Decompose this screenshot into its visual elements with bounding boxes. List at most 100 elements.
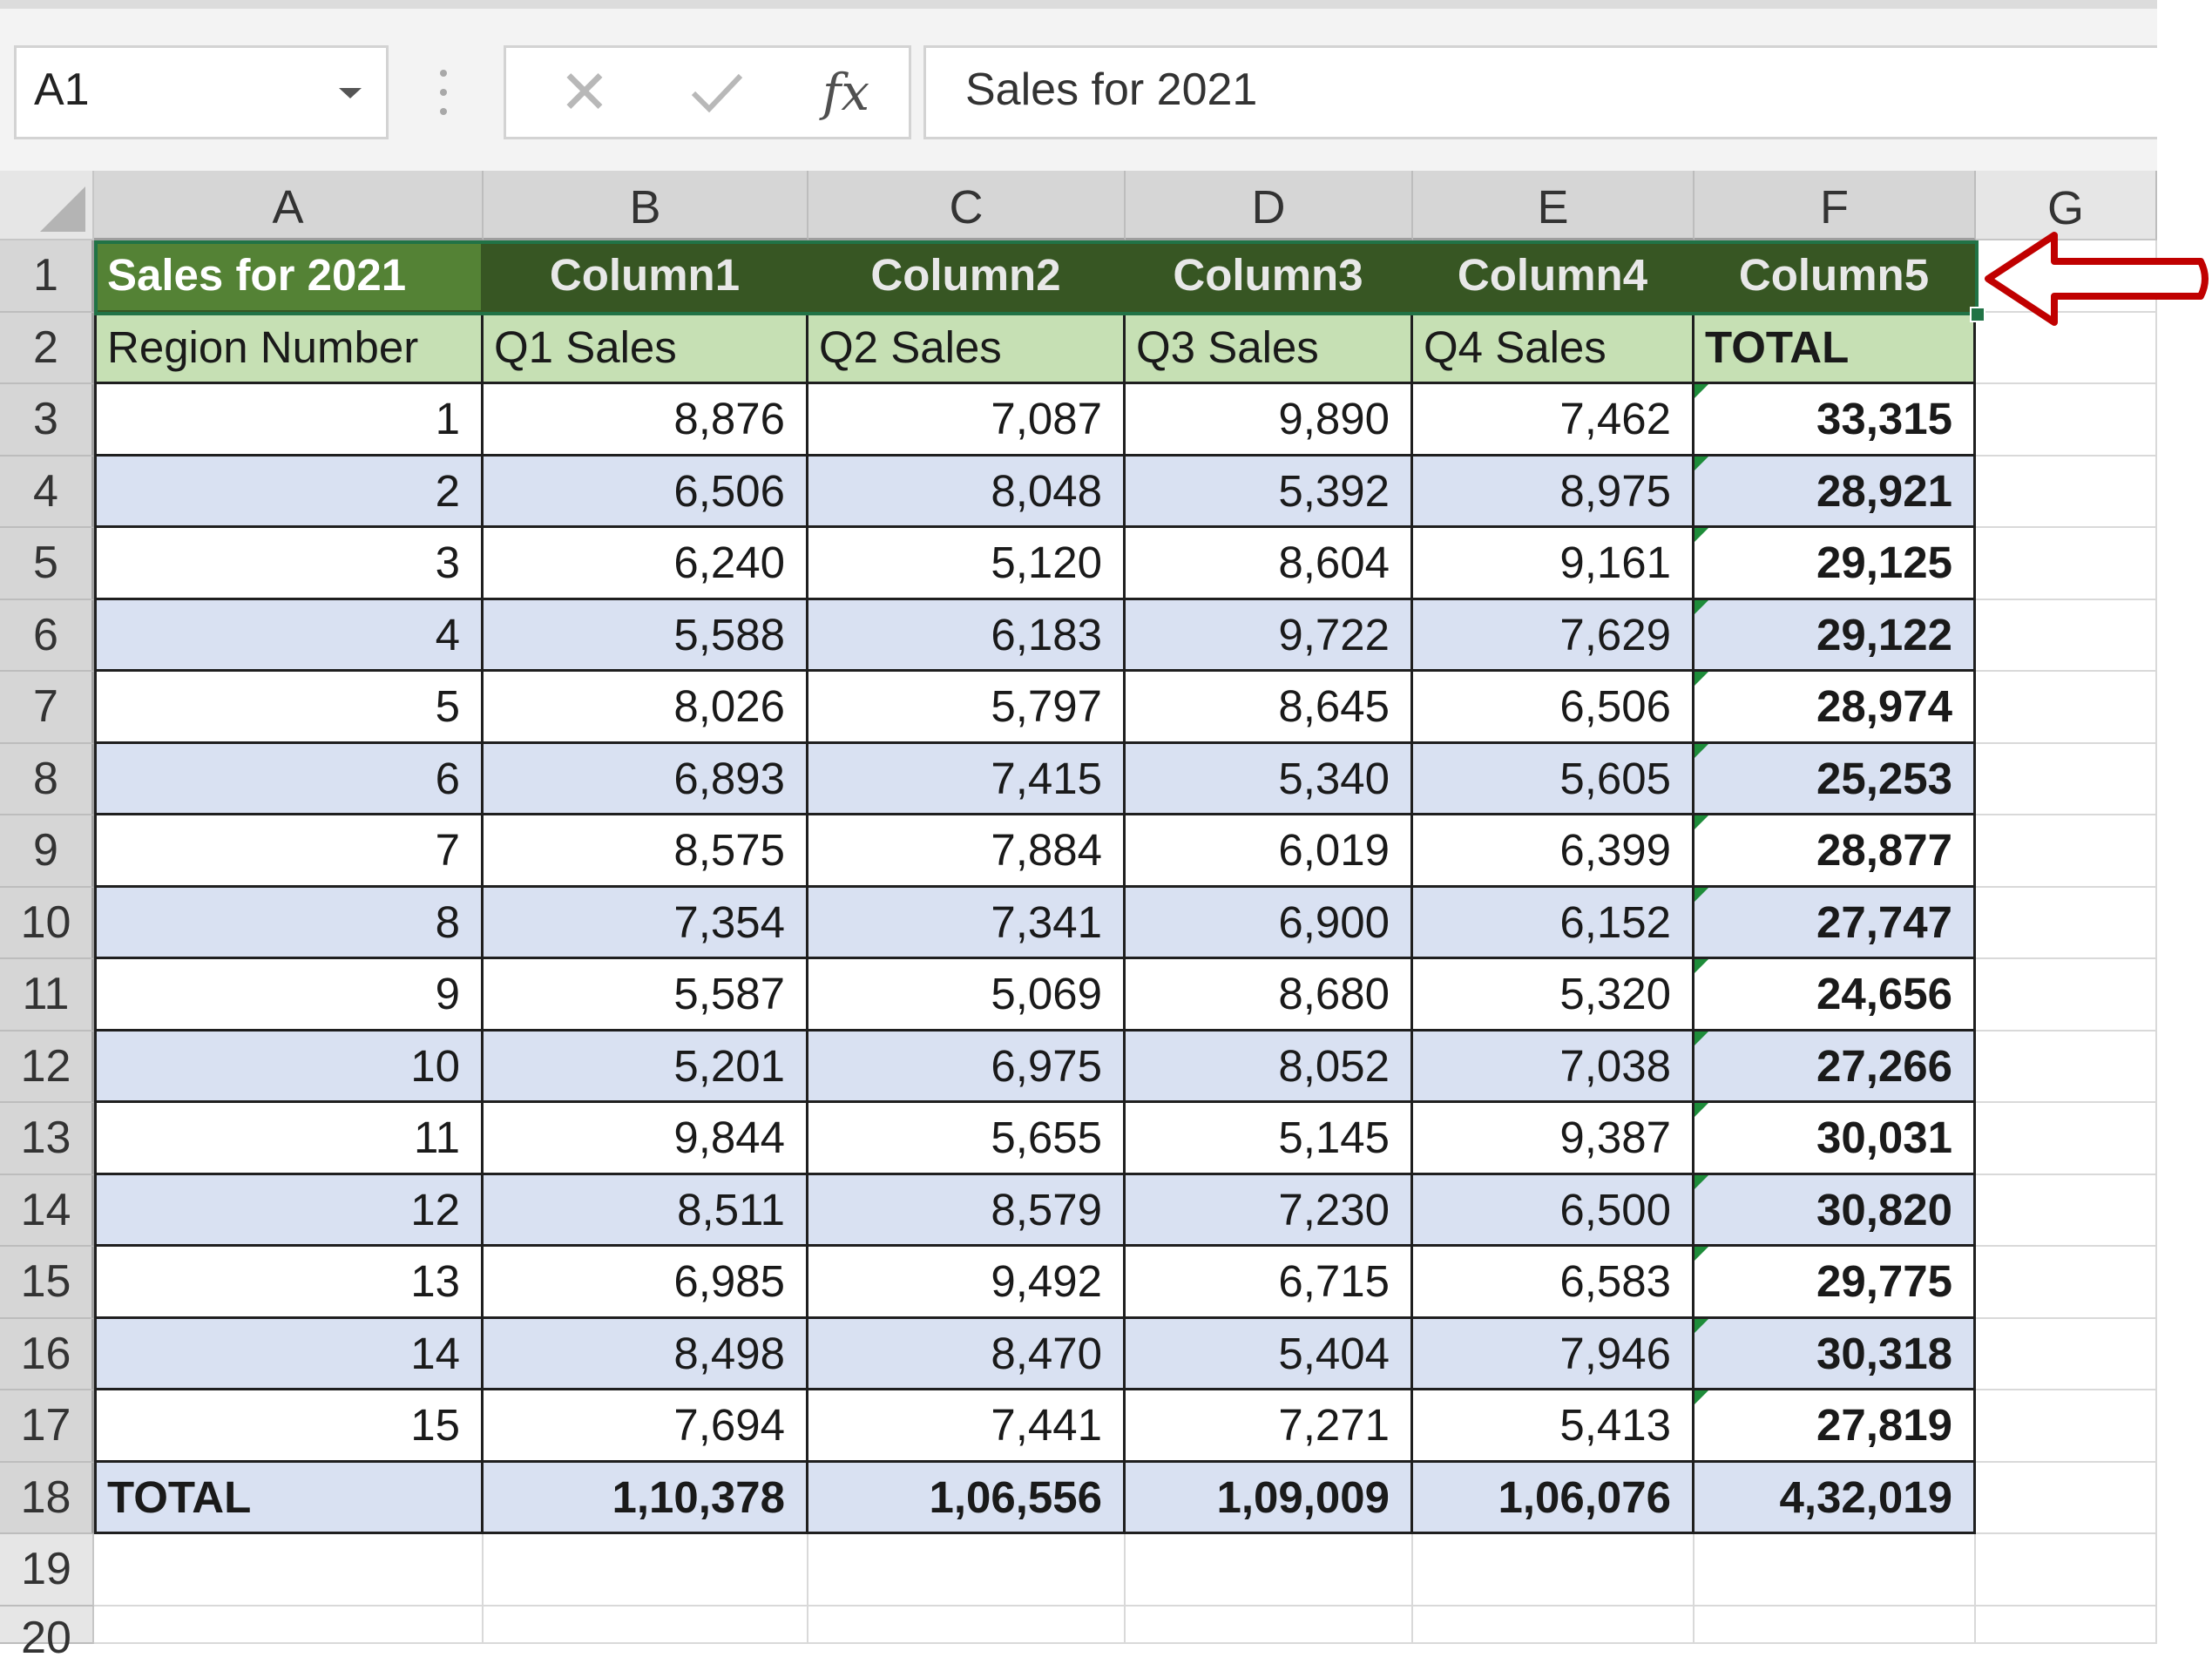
data-cell-f9[interactable]: 28,877: [1695, 815, 1976, 888]
data-cell-f6[interactable]: 29,122: [1695, 599, 1976, 672]
row-header-5[interactable]: 5: [0, 528, 94, 600]
data-cell-e15[interactable]: 6,583: [1413, 1247, 1695, 1319]
data-cell-f17[interactable]: 27,819: [1695, 1390, 1976, 1463]
data-cell-e17[interactable]: 5,413: [1413, 1390, 1695, 1463]
row-header-2[interactable]: 2: [0, 312, 94, 384]
formula-input[interactable]: Sales for 2021: [923, 45, 2157, 139]
data-cell-c17[interactable]: 7,441: [808, 1390, 1126, 1463]
row-header-3[interactable]: 3: [0, 384, 94, 457]
data-cell-c4[interactable]: 8,048: [808, 456, 1126, 528]
empty-cell[interactable]: [1126, 1606, 1413, 1644]
data-cell-e16[interactable]: 7,946: [1413, 1318, 1695, 1390]
table-title-cell-c[interactable]: Column2: [808, 240, 1126, 313]
data-cell-f14[interactable]: 30,820: [1695, 1174, 1976, 1247]
empty-cell[interactable]: [1976, 959, 2157, 1032]
data-cell-f8[interactable]: 25,253: [1695, 743, 1976, 815]
data-cell-f10[interactable]: 27,747: [1695, 887, 1976, 959]
data-cell-f3[interactable]: 33,315: [1695, 384, 1976, 457]
data-cell-d9[interactable]: 6,019: [1126, 815, 1413, 888]
data-cell-d4[interactable]: 5,392: [1126, 456, 1413, 528]
empty-cell[interactable]: [1413, 1534, 1695, 1607]
data-cell-e4[interactable]: 8,975: [1413, 456, 1695, 528]
data-cell-c14[interactable]: 8,579: [808, 1174, 1126, 1247]
name-box-value[interactable]: A1: [34, 64, 90, 115]
total-cell-b[interactable]: 1,10,378: [484, 1462, 808, 1534]
row-header-14[interactable]: 14: [0, 1174, 94, 1247]
row-header-1[interactable]: 1: [0, 240, 94, 313]
row-header-12[interactable]: 12: [0, 1031, 94, 1103]
table-header-cell-a[interactable]: Region Number: [94, 312, 484, 384]
data-cell-a6[interactable]: 4: [94, 599, 484, 672]
cancel-icon[interactable]: ✕: [558, 58, 611, 126]
data-cell-d6[interactable]: 9,722: [1126, 599, 1413, 672]
table-title-cell-e[interactable]: Column4: [1413, 240, 1695, 313]
data-cell-a7[interactable]: 5: [94, 672, 484, 744]
data-cell-a3[interactable]: 1: [94, 384, 484, 457]
data-cell-c15[interactable]: 9,492: [808, 1247, 1126, 1319]
data-cell-c7[interactable]: 5,797: [808, 672, 1126, 744]
data-cell-d10[interactable]: 6,900: [1126, 887, 1413, 959]
data-cell-c11[interactable]: 5,069: [808, 959, 1126, 1032]
total-cell-c[interactable]: 1,06,556: [808, 1462, 1126, 1534]
row-header-15[interactable]: 15: [0, 1247, 94, 1319]
total-cell-e[interactable]: 1,06,076: [1413, 1462, 1695, 1534]
empty-cell[interactable]: [808, 1606, 1126, 1644]
data-cell-c3[interactable]: 7,087: [808, 384, 1126, 457]
column-header-e[interactable]: E: [1413, 171, 1695, 240]
empty-cell[interactable]: [1976, 1103, 2157, 1175]
empty-cell[interactable]: [484, 1606, 808, 1644]
data-cell-b9[interactable]: 8,575: [484, 815, 808, 888]
data-cell-e13[interactable]: 9,387: [1413, 1103, 1695, 1175]
data-cell-d3[interactable]: 9,890: [1126, 384, 1413, 457]
table-header-cell-c[interactable]: Q2 Sales: [808, 312, 1126, 384]
data-cell-b4[interactable]: 6,506: [484, 456, 808, 528]
data-cell-b8[interactable]: 6,893: [484, 743, 808, 815]
data-cell-e11[interactable]: 5,320: [1413, 959, 1695, 1032]
table-title-cell-d[interactable]: Column3: [1126, 240, 1413, 313]
data-cell-c13[interactable]: 5,655: [808, 1103, 1126, 1175]
data-cell-c16[interactable]: 8,470: [808, 1318, 1126, 1390]
data-cell-b10[interactable]: 7,354: [484, 887, 808, 959]
data-cell-d14[interactable]: 7,230: [1126, 1174, 1413, 1247]
data-cell-d11[interactable]: 8,680: [1126, 959, 1413, 1032]
data-cell-f11[interactable]: 24,656: [1695, 959, 1976, 1032]
empty-cell[interactable]: [808, 1534, 1126, 1607]
empty-cell[interactable]: [484, 1534, 808, 1607]
data-cell-f7[interactable]: 28,974: [1695, 672, 1976, 744]
empty-cell[interactable]: [1976, 384, 2157, 457]
row-header-8[interactable]: 8: [0, 743, 94, 815]
data-cell-a9[interactable]: 7: [94, 815, 484, 888]
total-cell-f[interactable]: 4,32,019: [1695, 1462, 1976, 1534]
table-title-cell-b[interactable]: Column1: [484, 240, 808, 313]
empty-cell[interactable]: [1126, 1534, 1413, 1607]
row-header-13[interactable]: 13: [0, 1103, 94, 1175]
empty-cell[interactable]: [1976, 887, 2157, 959]
data-cell-d5[interactable]: 8,604: [1126, 528, 1413, 600]
row-header-7[interactable]: 7: [0, 672, 94, 744]
empty-cell[interactable]: [1976, 1462, 2157, 1534]
data-cell-d7[interactable]: 8,645: [1126, 672, 1413, 744]
name-box[interactable]: A1: [14, 45, 389, 139]
data-cell-d15[interactable]: 6,715: [1126, 1247, 1413, 1319]
column-header-b[interactable]: B: [484, 171, 808, 240]
row-header-6[interactable]: 6: [0, 599, 94, 672]
column-header-g[interactable]: G: [1976, 171, 2157, 240]
empty-cell[interactable]: [1695, 1534, 1976, 1607]
row-header-20[interactable]: 20: [0, 1606, 94, 1663]
data-cell-e5[interactable]: 9,161: [1413, 528, 1695, 600]
empty-cell[interactable]: [1976, 743, 2157, 815]
data-cell-b6[interactable]: 5,588: [484, 599, 808, 672]
empty-cell[interactable]: [1976, 1534, 2157, 1607]
empty-cell[interactable]: [94, 1606, 484, 1644]
data-cell-f15[interactable]: 29,775: [1695, 1247, 1976, 1319]
empty-cell[interactable]: [1976, 672, 2157, 744]
row-header-10[interactable]: 10: [0, 887, 94, 959]
drag-handle-icon[interactable]: [440, 70, 447, 118]
row-header-19[interactable]: 19: [0, 1534, 94, 1607]
table-header-cell-b[interactable]: Q1 Sales: [484, 312, 808, 384]
table-header-cell-e[interactable]: Q4 Sales: [1413, 312, 1695, 384]
row-header-9[interactable]: 9: [0, 815, 94, 888]
total-cell-a[interactable]: TOTAL: [94, 1462, 484, 1534]
data-cell-e10[interactable]: 6,152: [1413, 887, 1695, 959]
empty-cell[interactable]: [94, 1534, 484, 1607]
